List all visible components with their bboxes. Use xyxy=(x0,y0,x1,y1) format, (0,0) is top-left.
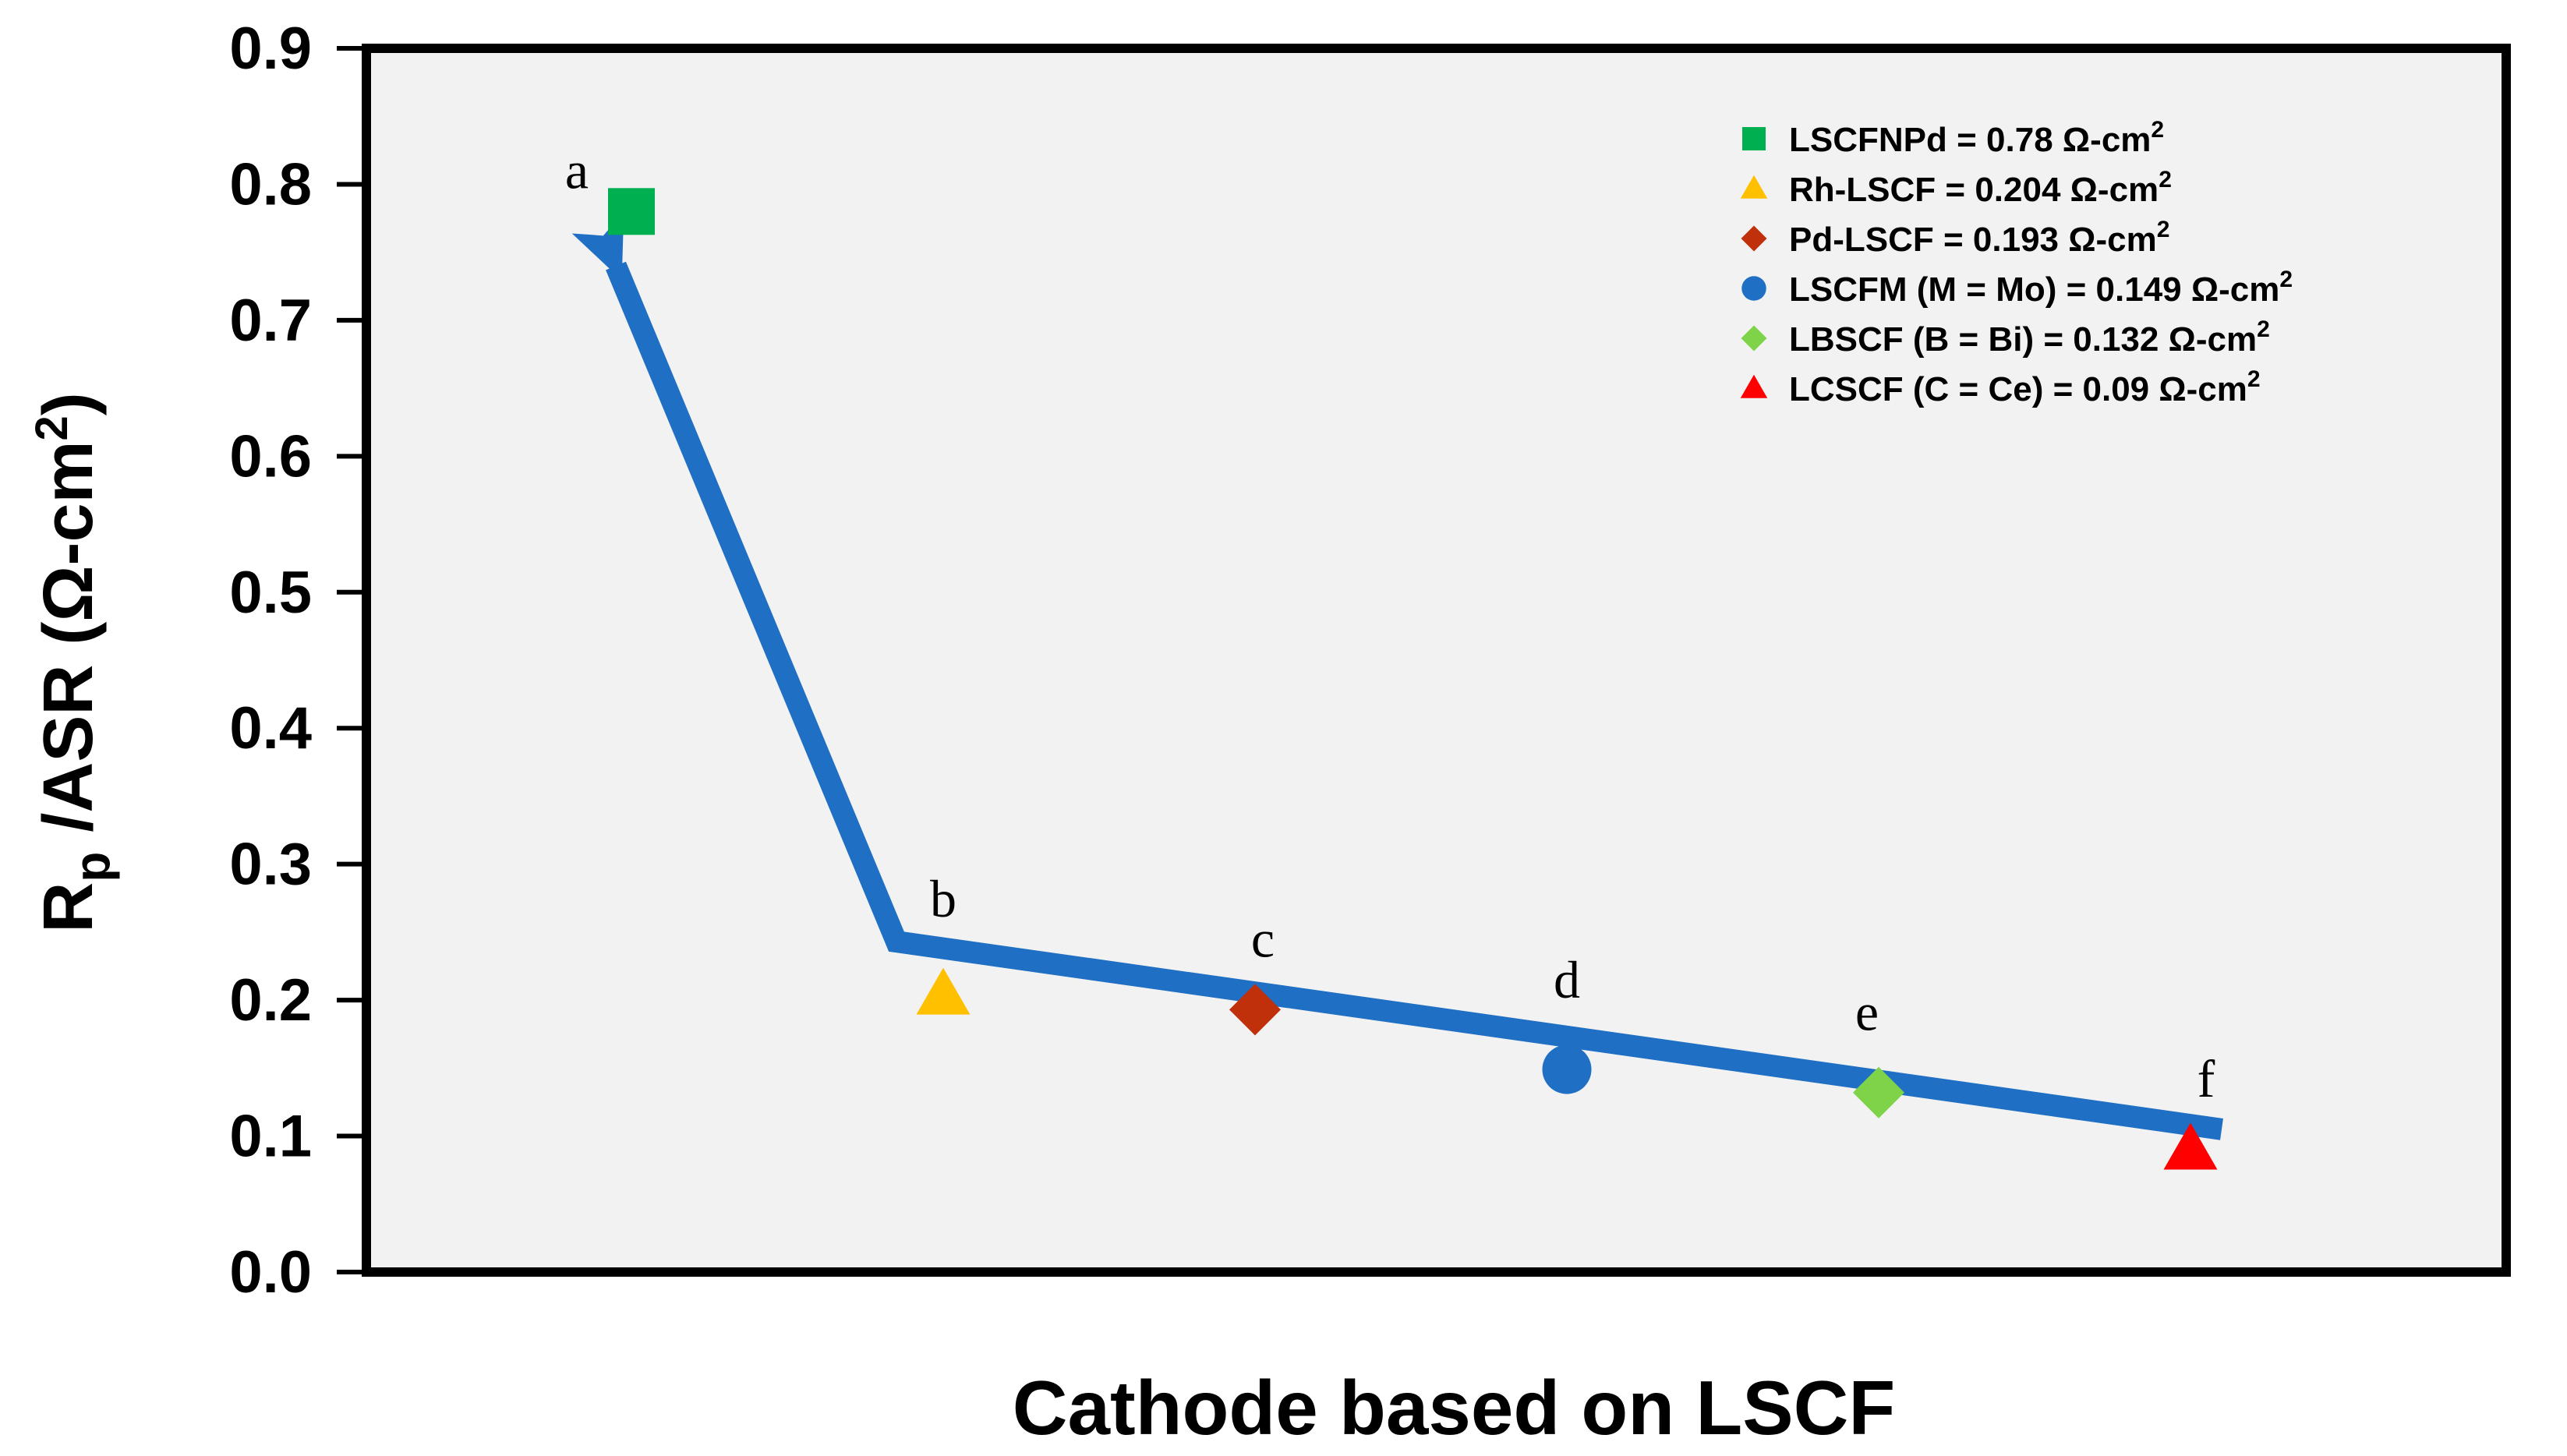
data-point-a-square-marker xyxy=(608,188,655,235)
point-label-a: a xyxy=(565,140,589,200)
plot-area xyxy=(362,44,2511,1277)
y-tick-label: 0.9 xyxy=(229,16,312,82)
legend-text-e: LBSCF (B = Bi) = 0.132 Ω-cm xyxy=(1789,320,2257,359)
legend-text-a: LSCFNPd = 0.78 Ω-cm xyxy=(1789,121,2151,159)
legend-marker-d xyxy=(1741,276,1766,301)
legend-marker-f xyxy=(1740,374,1768,398)
y-tick-label: 0.4 xyxy=(229,695,312,762)
point-labels: a b c d e f xyxy=(565,140,2215,1108)
y-tick-label: 0.0 xyxy=(229,1239,312,1306)
legend-marker-a xyxy=(1742,127,1766,150)
legend-entry-e: LBSCF (B = Bi) = 0.132 Ω-cm2 xyxy=(1789,316,2270,359)
y-axis-label-close: ) xyxy=(30,392,108,415)
y-axis-label-sup: 2 xyxy=(27,415,77,440)
legend-entry-a: LSCFNPd = 0.78 Ω-cm2 xyxy=(1789,117,2164,159)
legend-sup-c: 2 xyxy=(2157,217,2170,242)
data-point-c-diamond-marker xyxy=(1229,984,1281,1036)
legend-entry-f: LCSCF (C = Ce) = 0.09 Ω-cm2 xyxy=(1789,366,2261,408)
data-point-d-circle-marker xyxy=(1542,1044,1592,1094)
y-axis-label-sub: p xyxy=(64,852,120,882)
point-label-d: d xyxy=(1554,950,1580,1009)
legend-sup-b: 2 xyxy=(2159,167,2172,193)
point-label-f: f xyxy=(2198,1049,2215,1108)
legend-entry-b: Rh-LSCF = 0.204 Ω-cm2 xyxy=(1789,167,2172,209)
legend-text-c: Pd-LSCF = 0.193 Ω-cm xyxy=(1789,221,2157,259)
y-tick-label: 0.5 xyxy=(229,560,312,626)
legend-sup-d: 2 xyxy=(2279,267,2293,292)
trend-arrow xyxy=(571,211,2223,1140)
legend-text-d: LSCFM (M = Mo) = 0.149 Ω-cm xyxy=(1789,270,2279,309)
y-tick-label: 0.3 xyxy=(229,832,312,898)
point-label-c: c xyxy=(1251,909,1275,968)
legend-sup-e: 2 xyxy=(2257,316,2270,342)
point-label-e: e xyxy=(1855,983,1879,1042)
y-tick-label: 0.8 xyxy=(229,151,312,217)
legend-marker-c xyxy=(1741,225,1767,252)
y-tick-label: 0.6 xyxy=(229,423,312,489)
legend-sup-f: 2 xyxy=(2247,366,2261,392)
data-points xyxy=(608,188,2218,1170)
data-point-f-triangle-marker xyxy=(2163,1122,2218,1170)
legend-marker-b xyxy=(1740,175,1768,199)
y-axis-label: Rp /ASR (Ω-cm2) xyxy=(27,392,120,933)
point-label-b: b xyxy=(930,869,956,928)
y-axis-label-main: R xyxy=(30,882,108,933)
x-axis-label: Cathode based on LSCF xyxy=(1013,1365,1896,1451)
data-point-b-triangle-marker xyxy=(916,967,971,1015)
y-tick-label: 0.2 xyxy=(229,967,312,1034)
legend-marker-e xyxy=(1741,325,1767,352)
y-axis-label-rest: /ASR (Ω-cm xyxy=(30,440,108,851)
legend-text-f: LCSCF (C = Ce) = 0.09 Ω-cm xyxy=(1789,370,2247,408)
y-tick-label: 0.1 xyxy=(229,1104,312,1170)
y-axis-ticks: 0.0 0.1 0.2 0.3 0.4 0.5 0.6 0.7 0.8 0.9 xyxy=(229,16,366,1306)
legend-text-b: Rh-LSCF = 0.204 Ω-cm xyxy=(1789,171,2159,209)
data-point-e-diamond-marker xyxy=(1853,1066,1904,1119)
legend-entry-c: Pd-LSCF = 0.193 Ω-cm2 xyxy=(1789,217,2169,259)
legend-sup-a: 2 xyxy=(2151,117,2164,143)
y-tick-label: 0.7 xyxy=(229,288,312,354)
legend-entry-d: LSCFM (M = Mo) = 0.149 Ω-cm2 xyxy=(1789,267,2293,309)
